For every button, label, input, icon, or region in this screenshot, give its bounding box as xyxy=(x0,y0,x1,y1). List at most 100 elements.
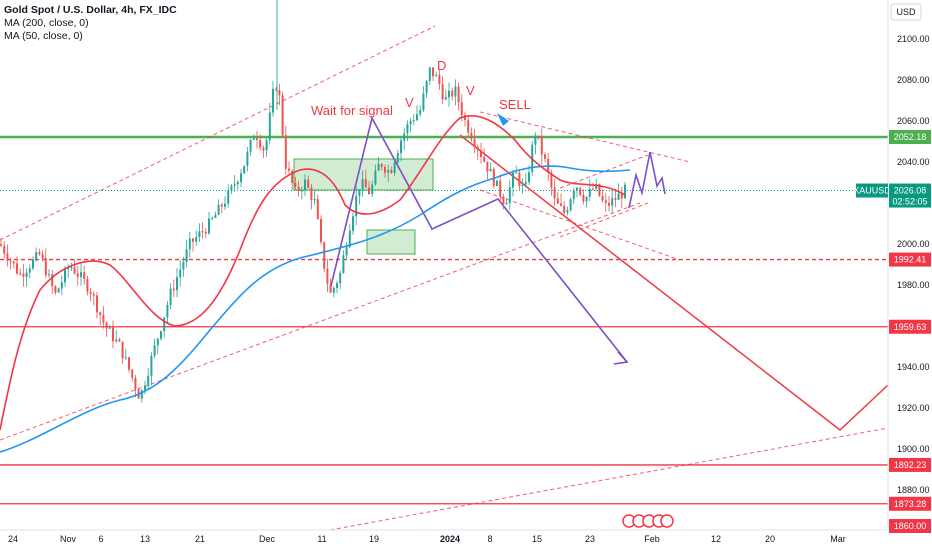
candle-body xyxy=(387,170,390,173)
candle-body xyxy=(489,168,492,172)
y-tick-label: 1920.00 xyxy=(897,403,930,413)
candle-body xyxy=(169,288,172,305)
candle-body xyxy=(236,181,239,185)
y-tick-label: 2040.00 xyxy=(897,157,930,167)
candle-body xyxy=(438,74,441,85)
candle-body xyxy=(300,190,303,192)
candle-body xyxy=(160,331,162,339)
candle-body xyxy=(467,119,470,133)
candle-body xyxy=(441,84,444,100)
candle-body xyxy=(409,120,412,125)
candle-body xyxy=(121,341,124,359)
candle-body xyxy=(585,196,588,202)
candle-body xyxy=(3,245,6,254)
bottom-tag-label: 1860.00 xyxy=(894,521,927,531)
event-icon xyxy=(660,514,674,528)
candle-body xyxy=(518,172,521,186)
annotation-label: D xyxy=(437,58,446,73)
level-tag xyxy=(889,496,931,511)
projection-red xyxy=(459,134,889,431)
candle-body xyxy=(252,138,255,140)
y-tick-label: 2080.00 xyxy=(897,75,930,85)
x-tick-label: Feb xyxy=(644,534,660,544)
candle-body xyxy=(384,166,386,173)
drawings-layer xyxy=(0,25,889,531)
candle-body xyxy=(233,184,236,186)
candle-body xyxy=(435,74,438,77)
candle-body xyxy=(617,193,620,200)
y-tick-label: 1980.00 xyxy=(897,280,930,290)
candle-body xyxy=(364,179,367,188)
candle-body xyxy=(560,203,562,206)
candle-body xyxy=(566,210,569,213)
candle-body xyxy=(38,252,41,255)
candle-body xyxy=(294,183,297,187)
candle-body xyxy=(6,253,9,261)
candle-body xyxy=(508,187,511,204)
candle-body xyxy=(329,283,332,293)
sell-arrow xyxy=(497,113,509,126)
y-tick-label: 2000.00 xyxy=(897,239,930,249)
candle-body xyxy=(588,188,591,197)
x-tick-label: 19 xyxy=(369,534,379,544)
candle-body xyxy=(553,187,556,199)
candle-body xyxy=(323,242,326,269)
candle-body xyxy=(464,115,466,120)
candle-body xyxy=(259,139,262,148)
candle-body xyxy=(332,287,335,293)
candle-body xyxy=(428,67,431,81)
candle-body xyxy=(211,217,214,219)
candle-body xyxy=(83,272,86,279)
x-tick-label: 24 xyxy=(8,534,18,544)
channel-line xyxy=(329,427,889,531)
x-tick-label: Nov xyxy=(60,534,77,544)
candle-body xyxy=(460,102,463,116)
candle-body xyxy=(118,339,121,342)
candle-body xyxy=(422,93,425,110)
candle-body xyxy=(483,156,486,162)
candle-body xyxy=(60,282,63,289)
y-tick-label: 1940.00 xyxy=(897,362,930,372)
candle-body xyxy=(105,322,108,329)
x-tick-label: 6 xyxy=(98,534,103,544)
candle-body xyxy=(368,187,370,195)
candle-body xyxy=(22,273,25,277)
legend-title: Gold Spot / U.S. Dollar, 4h, FX_IDC xyxy=(4,4,177,16)
candle-body xyxy=(534,135,537,145)
candle-body xyxy=(310,187,313,201)
channel-line xyxy=(0,25,436,241)
candle-body xyxy=(419,109,422,115)
candle-body xyxy=(316,199,319,220)
currency-label: USD xyxy=(896,7,916,17)
candle-body xyxy=(563,205,566,213)
candle-body xyxy=(150,355,153,376)
candle-body xyxy=(572,190,575,200)
countdown-label: 02:52:05 xyxy=(892,197,927,207)
annotation-label: SELL xyxy=(499,97,531,112)
candle-body xyxy=(492,168,495,186)
candle-body xyxy=(451,90,454,97)
purple-arrow-head xyxy=(613,351,629,365)
candle-body xyxy=(44,258,47,276)
x-tick-label: 12 xyxy=(711,534,721,544)
candle-body xyxy=(480,150,482,157)
y-tick-label: 2060.00 xyxy=(897,116,930,126)
candle-body xyxy=(620,193,623,199)
candle-body xyxy=(64,269,66,283)
candle-body xyxy=(502,196,505,205)
candle-body xyxy=(92,294,95,296)
candles-layer xyxy=(0,0,626,403)
level-tag-label: 1873.28 xyxy=(894,499,927,509)
candle-body xyxy=(550,172,553,188)
x-tick-label: 13 xyxy=(140,534,150,544)
level-tag-label: 1892.23 xyxy=(894,460,927,470)
x-tick-label: 8 xyxy=(487,534,492,544)
x-tick-label: 11 xyxy=(317,534,326,544)
candle-body xyxy=(393,162,396,173)
candle-body xyxy=(352,216,354,231)
candle-body xyxy=(320,219,322,243)
level-tag xyxy=(889,457,931,472)
candle-body xyxy=(499,180,502,197)
candle-body xyxy=(195,236,198,242)
